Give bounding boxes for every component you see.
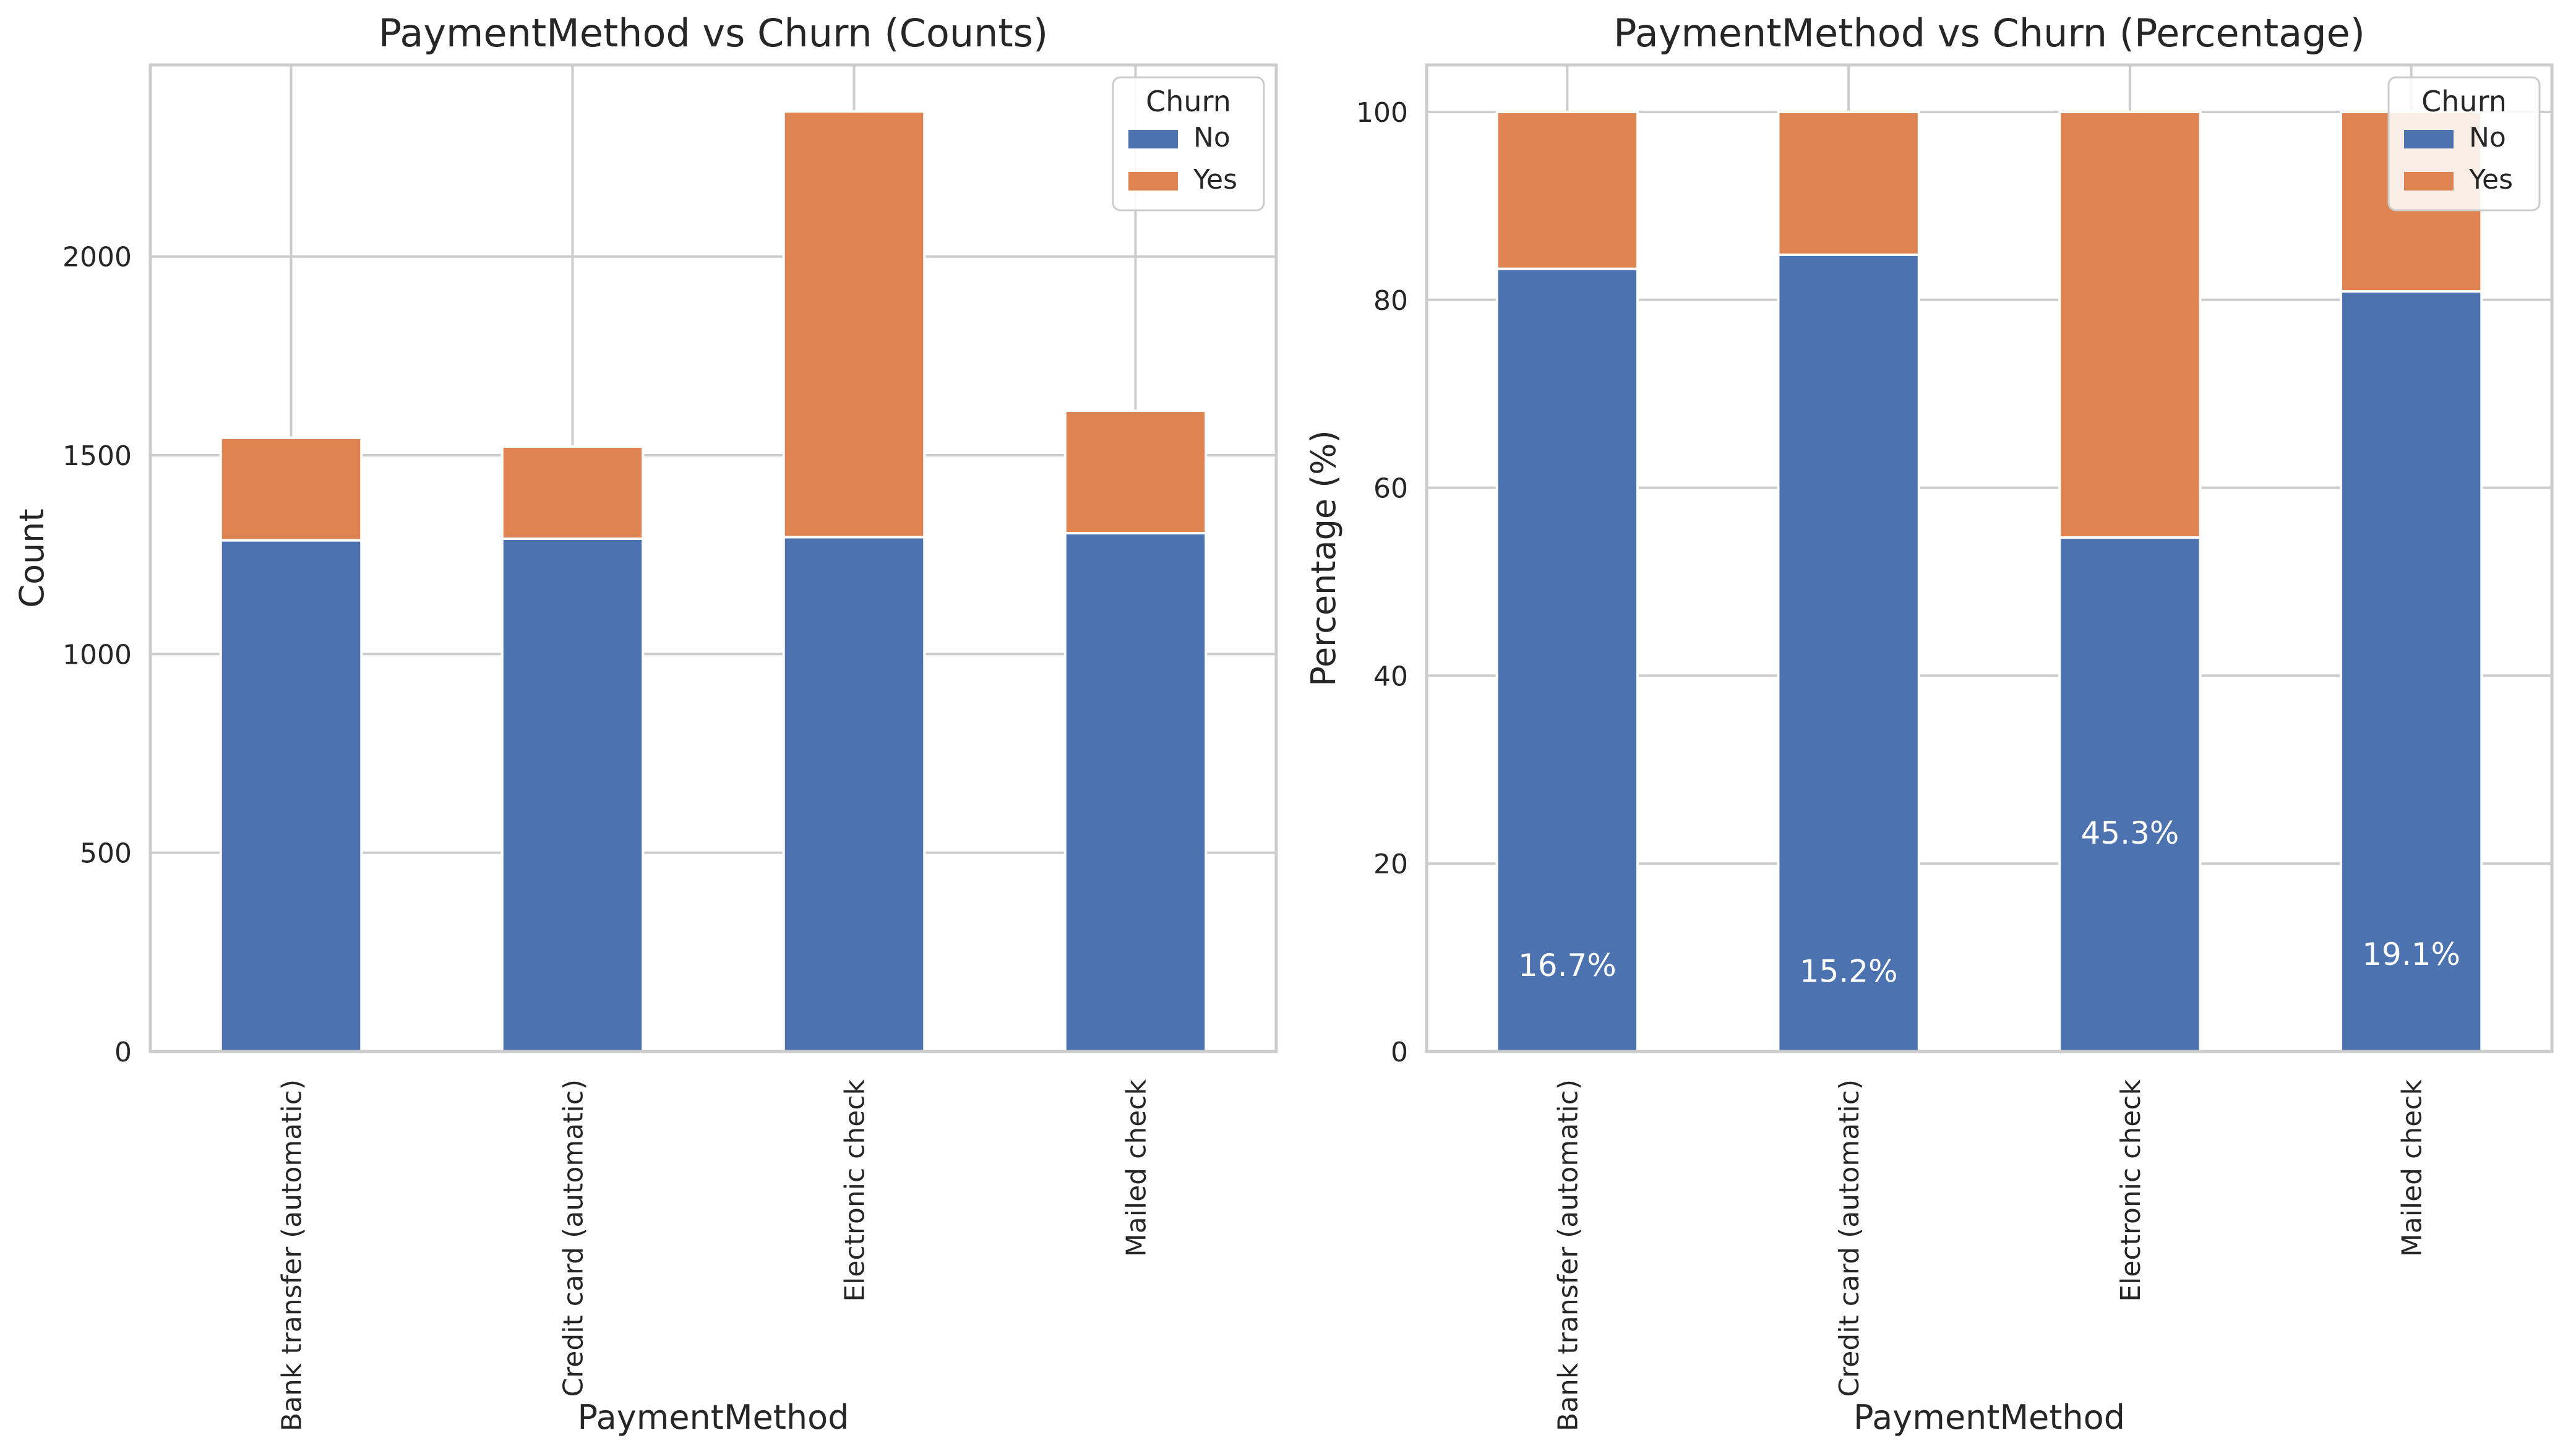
bar-annotation: 45.3% bbox=[2081, 815, 2179, 851]
chart-title: PaymentMethod vs Churn (Counts) bbox=[379, 11, 1048, 56]
bar-no-1 bbox=[219, 539, 363, 1053]
y-tick-label: 40 bbox=[1373, 661, 1408, 692]
legend-label: No bbox=[1193, 122, 1230, 153]
bar-no-2 bbox=[1777, 253, 1920, 1053]
y-axis-label: Percentage (%) bbox=[1304, 430, 1343, 686]
bar-yes-2 bbox=[1777, 110, 1920, 256]
bar-no-3 bbox=[2058, 536, 2202, 1053]
x-tick-label: Credit card (automatic) bbox=[558, 1079, 590, 1397]
bar-no-4 bbox=[1063, 532, 1208, 1053]
x-axis-label: PaymentMethod bbox=[578, 1398, 849, 1437]
bar-no-3 bbox=[782, 536, 926, 1053]
x-tick-label: Electronic check bbox=[2115, 1079, 2147, 1301]
y-tick-label: 60 bbox=[1373, 473, 1408, 505]
y-tick-label: 20 bbox=[1373, 849, 1408, 880]
x-tick-label: Credit card (automatic) bbox=[1834, 1079, 1865, 1397]
x-tick-label: Electronic check bbox=[840, 1079, 871, 1301]
legend-title: Churn bbox=[2421, 85, 2507, 118]
y-tick-label: 2000 bbox=[62, 242, 132, 273]
x-tick-label: Mailed check bbox=[1121, 1079, 1153, 1257]
legend-label: No bbox=[2469, 122, 2506, 153]
legend-label: Yes bbox=[2468, 164, 2513, 195]
chart-panel-1: 0 500 1000 1500 2000 Bank transfer (automatic… bbox=[12, 11, 1278, 1437]
y-tick-label: 0 bbox=[1391, 1037, 1408, 1068]
chart-title: PaymentMethod vs Churn (Percentage) bbox=[1613, 11, 2365, 56]
legend: Churn No Yes bbox=[2387, 76, 2541, 212]
legend: Churn No Yes bbox=[1112, 76, 1265, 212]
chart-panel-2: 0 20 40 60 80 100 16.7% 15.2% 45.3% 19.1% Bank tra… bbox=[1304, 11, 2554, 1437]
y-tick-label: 0 bbox=[114, 1037, 132, 1068]
plot-frame bbox=[1425, 63, 2554, 1053]
y-tick-label: 1000 bbox=[62, 639, 132, 670]
legend-swatch bbox=[2404, 130, 2454, 148]
bar-yes-3 bbox=[2058, 110, 2202, 539]
x-tick-label: Bank transfer (automatic) bbox=[1552, 1079, 1584, 1431]
plot-frame bbox=[148, 63, 1278, 1053]
x-axis-label: PaymentMethod bbox=[1853, 1398, 2125, 1437]
bar-annotation: 15.2% bbox=[1800, 953, 1898, 989]
bar-yes-3 bbox=[782, 110, 926, 539]
legend-swatch bbox=[1128, 172, 1178, 191]
bar-no-2 bbox=[500, 537, 645, 1053]
bar-yes-1 bbox=[1495, 110, 1639, 270]
y-tick-label: 80 bbox=[1373, 285, 1408, 317]
legend-title: Churn bbox=[1146, 85, 1231, 118]
x-tick-label: Bank transfer (automatic) bbox=[277, 1079, 308, 1431]
legend-label: Yes bbox=[1193, 164, 1237, 195]
y-tick-label: 1500 bbox=[62, 440, 132, 472]
legend-swatch bbox=[2404, 172, 2454, 191]
y-tick-label: 100 bbox=[1356, 97, 1408, 129]
bar-annotation: 16.7% bbox=[1518, 948, 1617, 983]
y-tick-label: 500 bbox=[80, 838, 132, 870]
legend-swatch bbox=[1128, 130, 1178, 148]
x-tick-label: Mailed check bbox=[2397, 1079, 2428, 1257]
y-axis-label: Count bbox=[12, 508, 51, 607]
bar-yes-2 bbox=[500, 445, 645, 541]
bar-annotation: 19.1% bbox=[2362, 936, 2460, 972]
bar-no-1 bbox=[1495, 267, 1639, 1053]
bar-yes-4 bbox=[1063, 409, 1208, 535]
bar-yes-1 bbox=[219, 436, 363, 542]
